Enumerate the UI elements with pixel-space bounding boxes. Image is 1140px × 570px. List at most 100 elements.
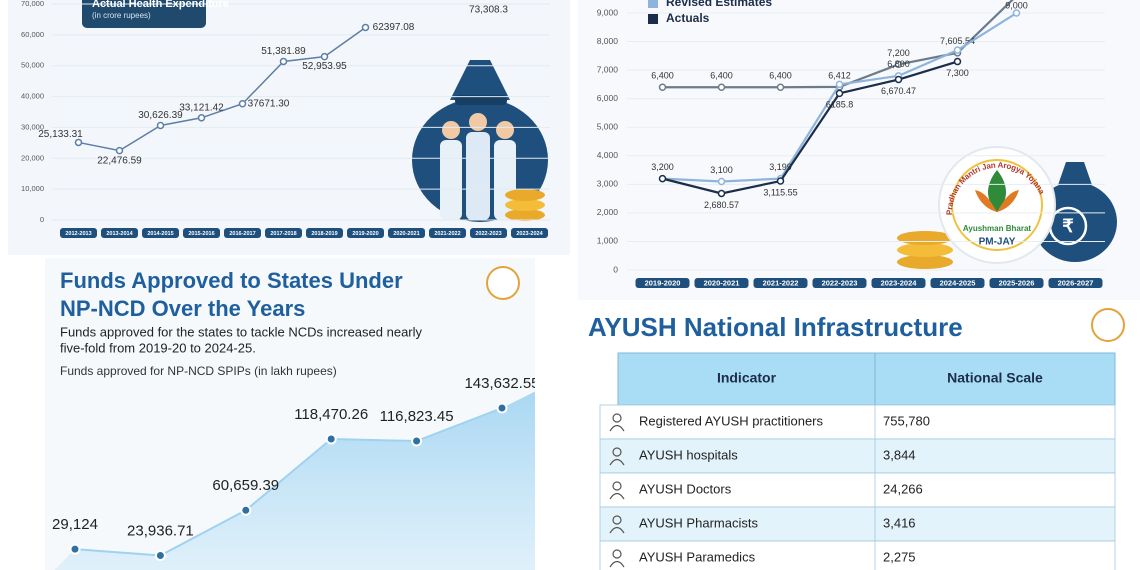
data-label: 60,659.39 (212, 477, 279, 494)
table-cell: 3,416 (883, 515, 916, 530)
data-point (74, 138, 83, 147)
y-tick-label: 8,000 (597, 36, 619, 46)
data-point (361, 23, 370, 32)
series-line (74, 407, 503, 557)
table-cell: AYUSH hospitals (639, 447, 738, 462)
chart: 0 10,000 20,000 30,000 40,000 50,000 60,000 70,… (21, 0, 550, 238)
x-tick-label: 2026-2027 (1058, 278, 1094, 287)
data-point (717, 189, 726, 198)
legend-label: Actual Health Expenditure (92, 0, 229, 10)
category-pill (635, 278, 690, 288)
table-cell: 3,844 (883, 447, 916, 462)
table-cell: AYUSH Pharmacists (639, 515, 758, 530)
data-label: 29,124 (52, 516, 98, 533)
data-point (325, 433, 337, 445)
unit-label: (in crore rupees) (92, 11, 151, 20)
data-point (776, 83, 785, 91)
data-label: 30,626.39 (138, 110, 183, 121)
row-icon (609, 458, 625, 466)
y-tick-label: 70,000 (21, 0, 44, 8)
chart-title: Funds Approved to States Under (60, 268, 403, 293)
category-pill (429, 228, 466, 238)
svg-text:₹: ₹ (1062, 216, 1074, 236)
data-point (115, 146, 124, 155)
table-cell: AYUSH Doctors (639, 481, 732, 496)
category-pill (142, 228, 179, 238)
data-label: 23,936.71 (127, 522, 194, 539)
row-icon (609, 424, 625, 432)
data-point (279, 57, 288, 66)
legend-box (82, 0, 206, 28)
data-point (953, 46, 962, 54)
data-label: 7,300 (946, 68, 969, 78)
data-label: 3,100 (710, 165, 733, 175)
x-tick-label: 2022-2023 (475, 231, 501, 237)
y-tick-label: 0 (40, 215, 44, 224)
data-label: 51,381.89 (261, 46, 306, 57)
charts: 0 10,000 20,000 30,000 40,000 50,000 60,000 70,… (21, 0, 1105, 570)
category-pill (101, 228, 138, 238)
data-label: 3,115.55 (763, 187, 797, 197)
data-label: 25,133.31 (38, 129, 83, 140)
x-tick-label: 2015-2016 (188, 231, 214, 237)
y-tick-label: 0 (613, 264, 618, 274)
y-tick-label: 1,000 (597, 236, 619, 246)
y-tick-label: 2,000 (597, 207, 619, 217)
y-tick-label: 3,000 (597, 179, 619, 189)
data-label: 6,670.47 (881, 86, 916, 96)
row-icon (612, 413, 622, 423)
data-point (240, 504, 252, 516)
x-tick-label: 2021-2022 (434, 231, 460, 237)
category-pill (871, 278, 926, 288)
data-label: 2,680.57 (704, 200, 739, 210)
table-row (599, 438, 1116, 474)
table-cell: 24,266 (883, 481, 923, 496)
x-tick-label: 2022-2023 (822, 278, 858, 287)
x-tick-label: 2024-2025 (940, 278, 976, 287)
data-point (658, 174, 667, 183)
category-pill (753, 278, 808, 288)
x-tick-label: 2018-2019 (311, 231, 337, 237)
y-tick-label: 9,000 (597, 7, 619, 17)
table-row (599, 472, 1116, 508)
badge-text: PM-JAY (979, 237, 1016, 248)
y-tick-label: 7,000 (597, 64, 619, 74)
category-pill (388, 228, 425, 238)
data-label: 7,200 (887, 48, 910, 58)
y-tick-label: 40,000 (21, 92, 44, 101)
x-tick-label: 2025-2026 (999, 278, 1035, 287)
area-fill (54, 391, 535, 570)
data-point (835, 80, 844, 89)
row-icon (612, 447, 622, 457)
data-point (320, 52, 329, 61)
category-pill (183, 228, 220, 238)
category-pill (347, 228, 384, 238)
row-icon (609, 492, 625, 500)
data-label: 37671.30 (248, 98, 290, 109)
table-title: AYUSH National Infrastructure (588, 312, 963, 342)
data-point (197, 114, 206, 122)
category-pill (930, 278, 985, 288)
data-point (154, 550, 166, 562)
row-icon (612, 515, 622, 525)
category-pill (306, 228, 343, 238)
logo (1091, 308, 1125, 342)
y-tick-label: 30,000 (21, 122, 44, 131)
y-tick-label: 6,000 (597, 93, 619, 103)
table-row (599, 506, 1116, 542)
table-cell: Registered AYUSH practitioners (639, 413, 824, 428)
x-tick-label: 2023-2024 (881, 278, 918, 287)
x-tick-label: 2013-2014 (106, 231, 133, 237)
row-icon (612, 481, 622, 491)
chart-title: NP-NCD Over the Years (60, 296, 305, 321)
table-row (599, 540, 1116, 570)
y-tick-label: 4,000 (597, 150, 619, 160)
legend-swatch (648, 14, 658, 24)
x-tick-label: 2020-2021 (393, 231, 419, 237)
data-label: 6,412 (828, 70, 851, 80)
table: Indicator National Scale Registered AYUSH … (599, 352, 1116, 570)
category-pill (265, 228, 302, 238)
data-point (835, 89, 844, 98)
data-label: 6,400 (769, 71, 792, 81)
data-label: 118,470.26 (294, 406, 368, 423)
